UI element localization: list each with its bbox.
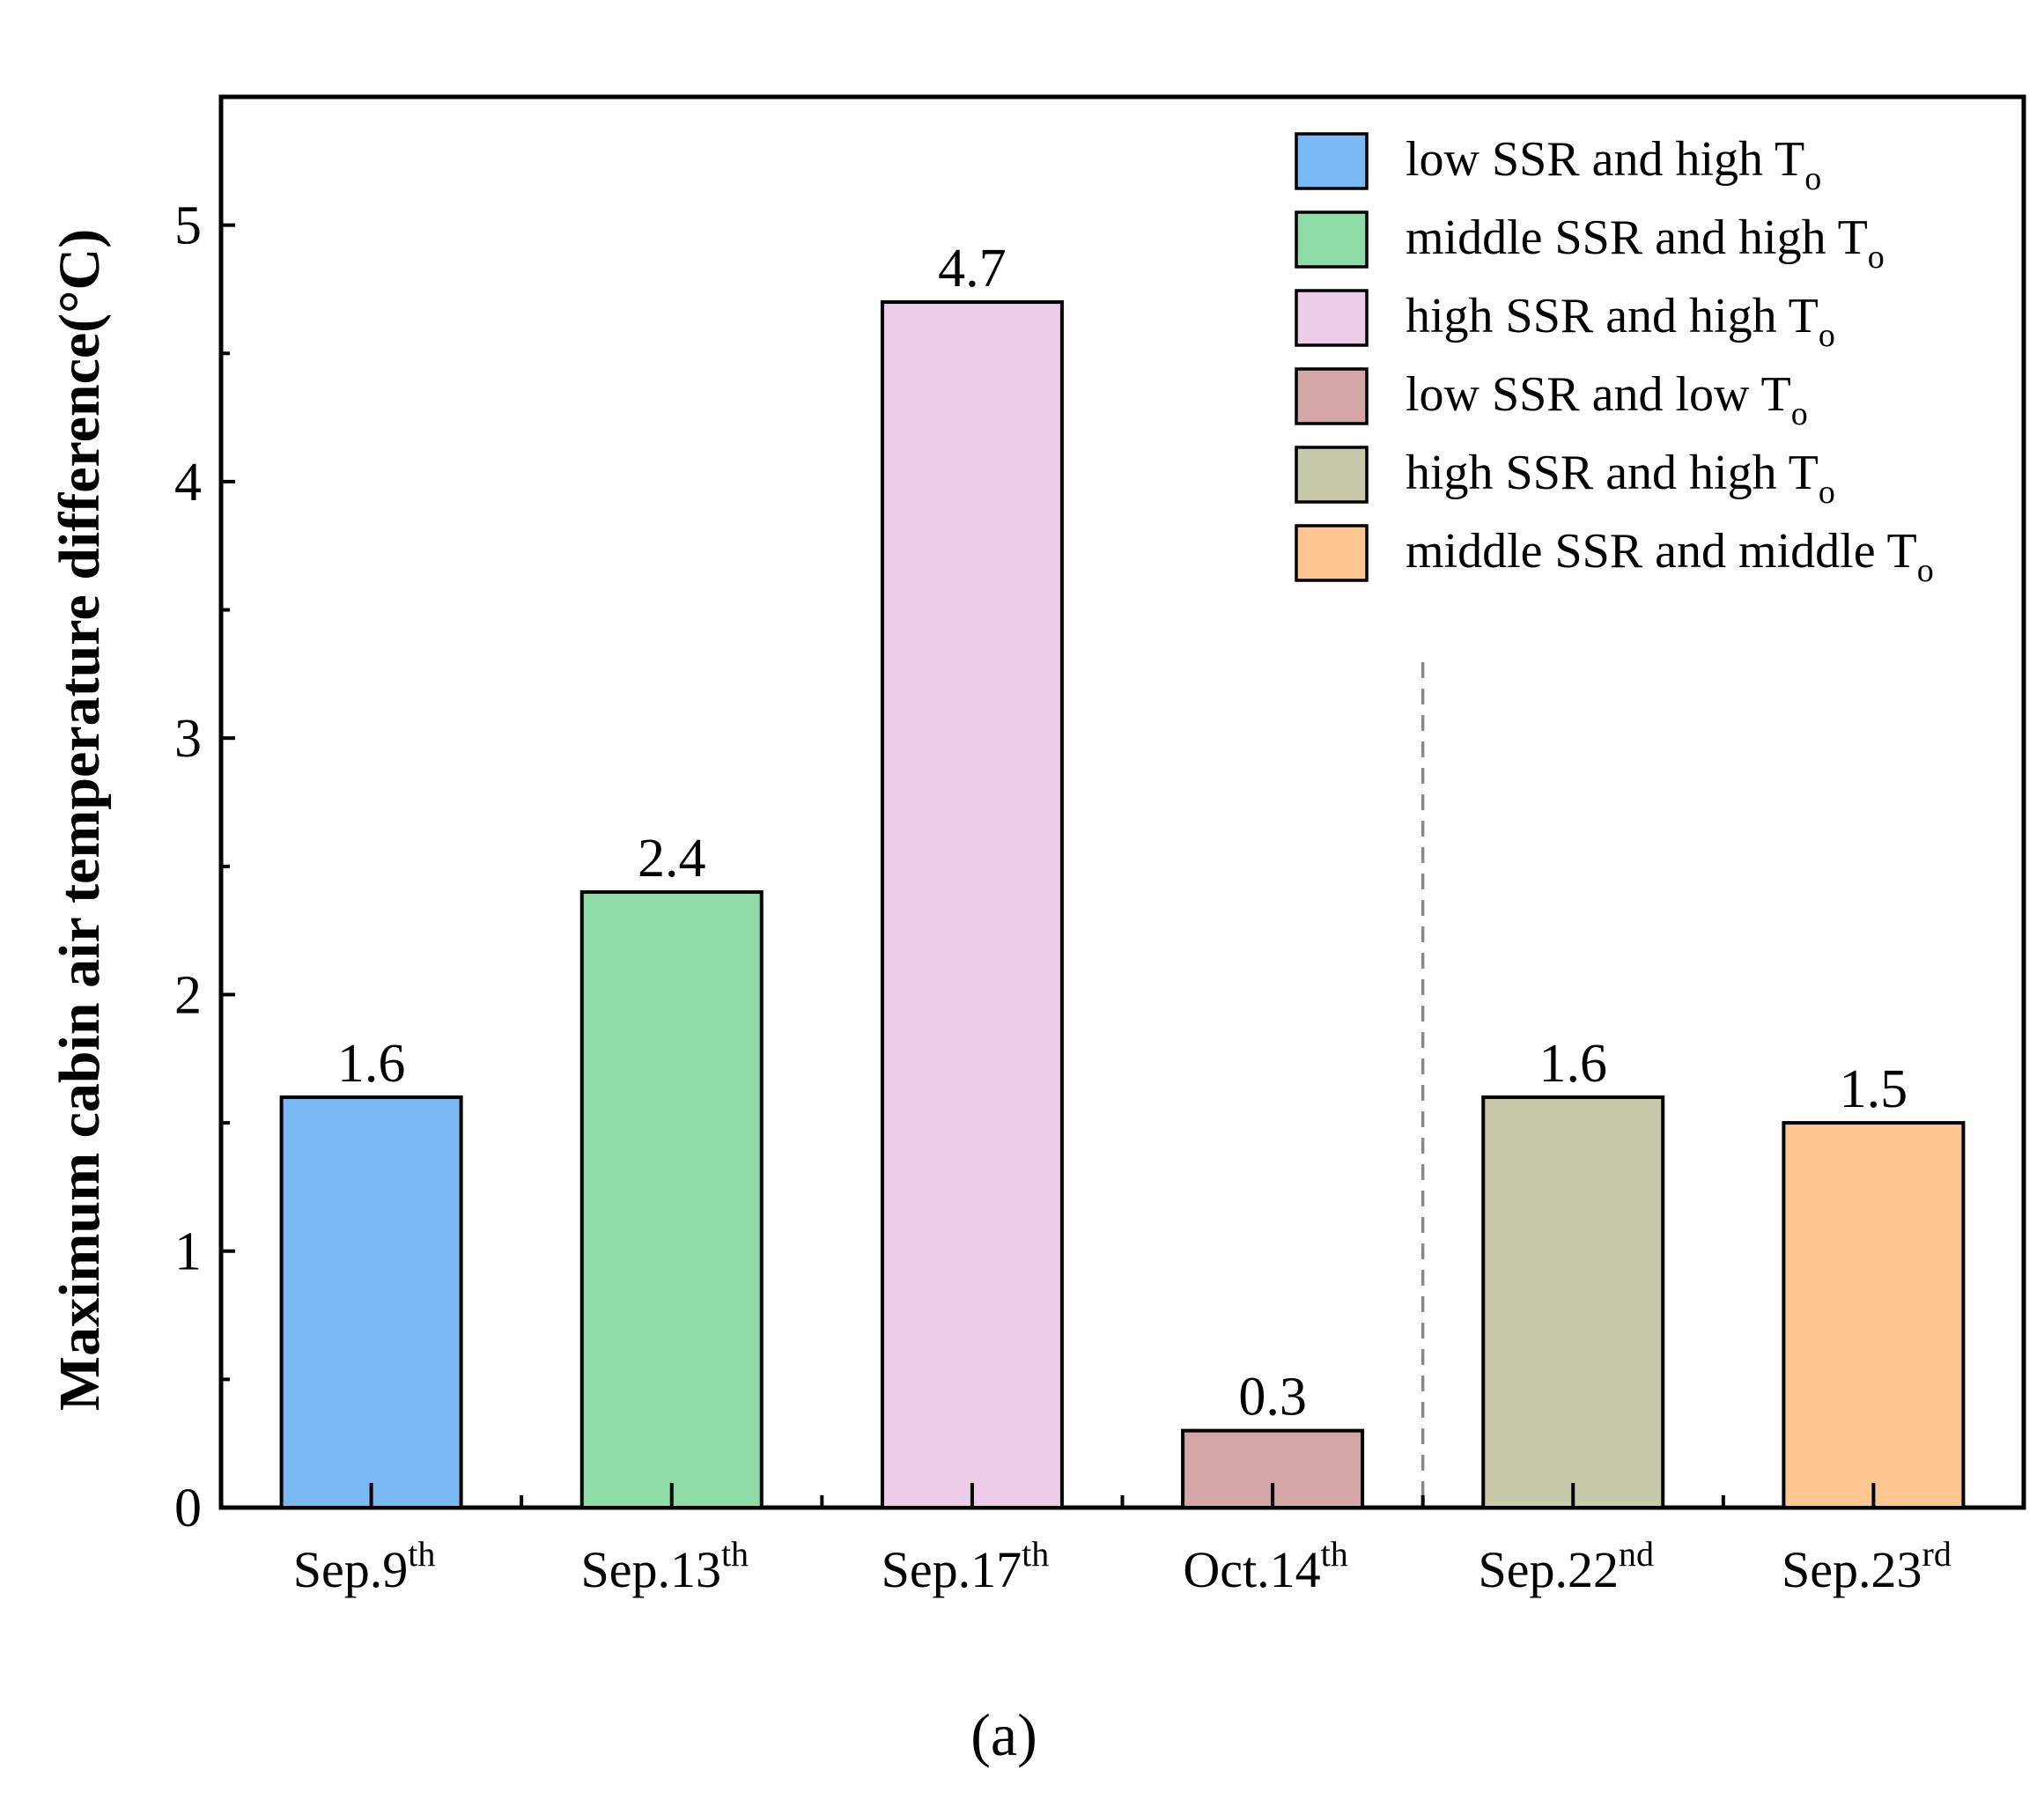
- legend-label: middle SSR and middle To: [1406, 524, 1934, 589]
- data-label: 2.4: [638, 829, 706, 889]
- legend-swatch: [1295, 367, 1369, 425]
- data-label: 1.5: [1840, 1059, 1908, 1119]
- x-tick-label: Sep.9th: [293, 1534, 436, 1598]
- bar: [1782, 1121, 1966, 1510]
- data-label: 0.3: [1238, 1368, 1307, 1427]
- x-tick-label-base: Sep.17: [882, 1541, 1022, 1598]
- bar: [279, 1095, 463, 1509]
- x-tick-label: Sep.22nd: [1479, 1534, 1655, 1598]
- x-tick-label-superscript: rd: [1922, 1534, 1952, 1574]
- data-label: 4.7: [938, 239, 1007, 299]
- y-tick-label: 1: [174, 1222, 202, 1282]
- y-tick-label: 0: [174, 1479, 202, 1538]
- legend-label-subscript: o: [1791, 395, 1808, 432]
- x-tick-label-base: Sep.22: [1479, 1541, 1620, 1598]
- y-tick-label: 5: [174, 196, 202, 256]
- figure-caption: (a): [970, 1701, 1037, 1768]
- x-tick-label-superscript: th: [1321, 1534, 1348, 1574]
- legend-label: low SSR and high To: [1406, 132, 1821, 197]
- x-tick-label-base: Sep.9: [293, 1541, 409, 1598]
- data-label: 1.6: [337, 1034, 406, 1094]
- legend-label-subscript: o: [1819, 474, 1835, 511]
- y-tick-label: 4: [174, 453, 202, 513]
- legend-label-text: high SSR and high T: [1406, 289, 1819, 343]
- bar: [579, 889, 764, 1509]
- x-tick-label-base: Sep.13: [580, 1541, 721, 1598]
- y-axis-label: Maximum cabin air temperature difference…: [48, 229, 112, 1411]
- legend-swatch: [1295, 446, 1369, 504]
- legend-label-text: low SSR and low T: [1406, 367, 1791, 422]
- x-tick-label: Sep.17th: [882, 1534, 1050, 1598]
- legend-label: high SSR and high To: [1406, 446, 1835, 511]
- y-tick-label: 2: [174, 965, 202, 1025]
- x-tick-label-superscript: th: [408, 1534, 435, 1574]
- x-tick-label-superscript: th: [1022, 1534, 1049, 1574]
- legend-label-text: high SSR and high T: [1406, 446, 1819, 500]
- legend-label-subscript: o: [1804, 160, 1821, 197]
- legend-swatch: [1295, 132, 1369, 190]
- legend-swatch: [1295, 289, 1369, 347]
- legend-swatch: [1295, 210, 1369, 269]
- legend-label: high SSR and high To: [1406, 289, 1835, 354]
- legend-label-subscript: o: [1917, 552, 1934, 589]
- legend-label: middle SSR and high To: [1406, 210, 1885, 276]
- legend-swatch: [1295, 524, 1369, 582]
- legend-label: low SSR and low To: [1406, 367, 1808, 432]
- legend-label-subscript: o: [1819, 317, 1835, 354]
- legend-label-text: middle SSR and high T: [1406, 210, 1868, 265]
- x-tick-label-base: Sep.23: [1782, 1541, 1922, 1598]
- y-tick-label: 3: [174, 709, 202, 769]
- legend-label-subscript: o: [1868, 239, 1885, 276]
- x-tick-label-superscript: nd: [1619, 1534, 1654, 1574]
- x-tick-label-superscript: th: [721, 1534, 749, 1574]
- data-label: 1.6: [1539, 1034, 1608, 1094]
- x-tick-label-base: Oct.14: [1183, 1541, 1320, 1598]
- legend-label-text: low SSR and high T: [1406, 132, 1804, 187]
- bar: [1481, 1095, 1665, 1509]
- legend-label-text: middle SSR and middle T: [1406, 524, 1917, 579]
- x-tick-label: Sep.13th: [580, 1534, 749, 1598]
- bar: [880, 300, 1064, 1509]
- x-tick-label: Sep.23rd: [1782, 1534, 1952, 1598]
- x-tick-label: Oct.14th: [1183, 1534, 1347, 1598]
